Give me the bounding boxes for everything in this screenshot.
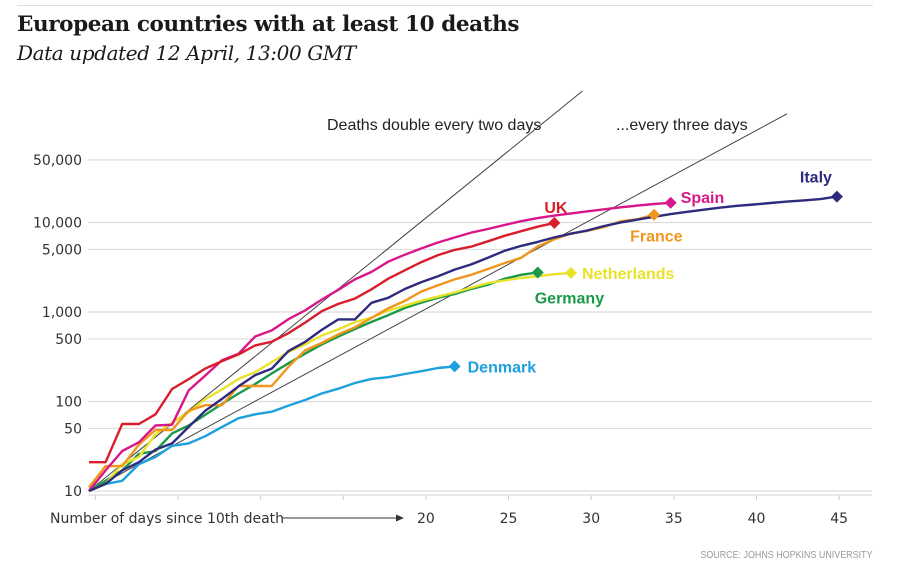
series-label-denmark: Denmark bbox=[468, 359, 537, 376]
x-tick-label: 40 bbox=[748, 511, 766, 527]
end-marker-france bbox=[648, 208, 661, 221]
x-axis-label: Number of days since 10th death bbox=[50, 511, 284, 527]
reference-lines: Deaths double every two days ...every thr… bbox=[88, 90, 788, 492]
annotation-two-days: Deaths double every two days bbox=[327, 117, 541, 134]
end-marker-netherlands bbox=[564, 266, 577, 279]
gridlines bbox=[88, 159, 872, 492]
series-label-spain: Spain bbox=[681, 190, 725, 207]
end-marker-uk bbox=[548, 216, 561, 229]
series-label-italy: Italy bbox=[800, 170, 832, 187]
y-tick-label: 50,000 bbox=[33, 153, 82, 169]
y-tick-label: 50 bbox=[64, 421, 82, 437]
series-label-france: France bbox=[630, 229, 683, 246]
chart-subtitle: Data updated 12 April, 13:00 GMT bbox=[17, 41, 356, 65]
series-lines bbox=[88, 195, 838, 493]
x-tick-label: 35 bbox=[665, 511, 683, 527]
series-label-netherlands: Netherlands bbox=[582, 266, 675, 283]
x-tick-label: 20 bbox=[417, 511, 435, 527]
y-tick-label: 1,000 bbox=[42, 305, 82, 321]
end-marker-spain bbox=[664, 196, 677, 209]
y-tick-label: 500 bbox=[55, 332, 82, 348]
series-labels: Denmark Germany Netherlands France Spain UK It… bbox=[448, 170, 843, 376]
series-line-italy bbox=[88, 195, 838, 493]
x-tick-label: 30 bbox=[582, 511, 600, 527]
y-tick-label: 5,000 bbox=[42, 242, 82, 258]
x-tick-label: 45 bbox=[830, 511, 848, 527]
series-line-denmark bbox=[88, 365, 455, 489]
x-tick-label: 25 bbox=[500, 511, 518, 527]
series-line-netherlands bbox=[88, 271, 572, 493]
y-tick-label: 10,000 bbox=[33, 216, 82, 232]
source-note: SOURCE: JOHNS HOPKINS UNIVERSITY bbox=[699, 549, 872, 561]
series-line-germany bbox=[88, 271, 538, 493]
y-tick-label: 100 bbox=[55, 395, 82, 411]
x-axis: 20 25 30 35 40 45 Number of days since 10th de… bbox=[50, 494, 872, 527]
top-rule bbox=[17, 5, 873, 6]
series-label-uk: UK bbox=[544, 200, 568, 217]
series-line-uk bbox=[89, 221, 555, 464]
end-marker-italy bbox=[830, 190, 843, 203]
y-tick-label: 10 bbox=[64, 484, 82, 500]
arrow-head-icon bbox=[396, 514, 404, 522]
end-marker-germany bbox=[531, 266, 544, 279]
chart-title: European countries with at least 10 deat… bbox=[17, 12, 520, 37]
series-label-germany: Germany bbox=[535, 290, 604, 307]
y-axis: 10 50 100 500 1,000 5,000 10,000 50,000 bbox=[33, 153, 82, 500]
reference-line bbox=[88, 113, 788, 492]
annotation-three-days: ...every three days bbox=[616, 117, 748, 134]
end-marker-denmark bbox=[448, 360, 461, 373]
series-line-spain bbox=[88, 201, 671, 492]
